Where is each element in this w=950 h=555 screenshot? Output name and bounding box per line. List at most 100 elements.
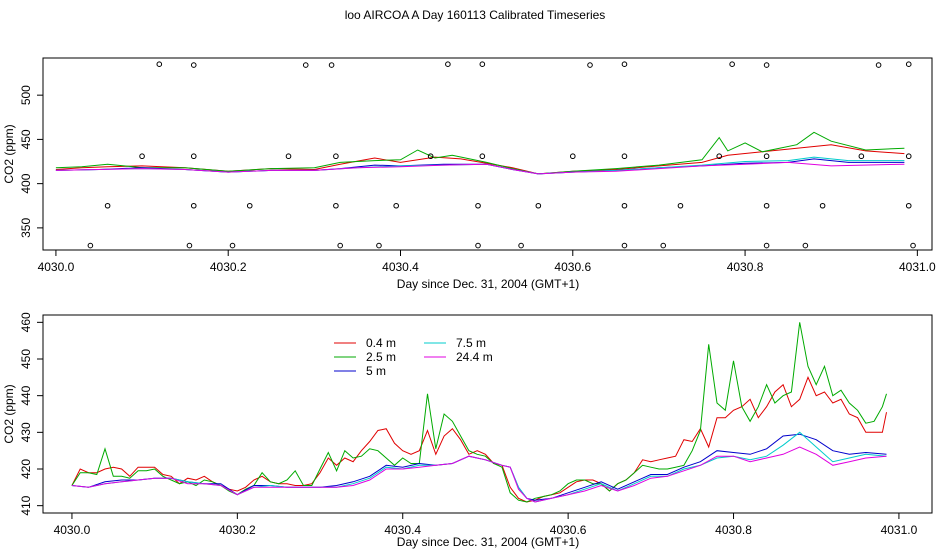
data-marker <box>376 242 382 249</box>
x-tick-label: 4030.6 <box>554 260 591 274</box>
data-marker <box>621 61 628 67</box>
top-chart-panel: 4030.0 4030.2 4030.4 4030.6 4030.8 4031.0 350… <box>2 57 936 291</box>
data-marker <box>569 153 576 160</box>
bottom-x-axis: 4030.0 4030.2 4030.4 4030.6 4030.8 4031.0 <box>54 513 918 537</box>
data-marker <box>819 202 826 209</box>
data-marker <box>621 242 628 249</box>
top-y-axis-label: CO2 (ppm) <box>2 124 16 183</box>
x-tick-label: 4030.8 <box>727 260 764 274</box>
data-marker <box>445 61 451 67</box>
data-marker <box>621 153 628 160</box>
data-marker <box>190 202 197 209</box>
data-marker <box>535 202 542 209</box>
data-marker <box>858 153 865 160</box>
data-marker <box>677 202 684 209</box>
data-marker <box>518 242 524 249</box>
data-marker <box>763 62 770 68</box>
x-tick-label: 4030.2 <box>210 260 247 274</box>
data-marker <box>729 61 735 67</box>
x-tick-label: 4030.4 <box>384 523 421 537</box>
data-marker <box>910 242 916 249</box>
data-marker <box>479 153 486 160</box>
y-tick-label: 450 <box>19 349 33 369</box>
data-marker <box>587 62 593 68</box>
top-x-axis-label: Day since Dec. 31, 2004 (GMT+1) <box>397 277 579 291</box>
top-y-axis: 350 400 450 500 <box>19 85 43 238</box>
data-marker <box>190 62 197 68</box>
top-x-axis: 4030.0 4030.2 4030.4 4030.6 4030.8 4031.0 <box>38 250 936 274</box>
data-marker <box>479 61 486 67</box>
x-tick-label: 4030.0 <box>38 260 75 274</box>
x-tick-label: 4030.4 <box>382 260 419 274</box>
series-line-1 <box>55 131 905 175</box>
data-marker <box>802 242 809 249</box>
data-marker <box>246 202 253 209</box>
data-marker <box>139 153 145 160</box>
series-line-2 <box>71 433 887 501</box>
data-marker <box>333 153 339 160</box>
legend-label: 0.4 m <box>366 336 396 350</box>
y-tick-label: 400 <box>19 173 33 193</box>
data-marker <box>763 242 770 249</box>
bottom-series-group <box>71 322 887 503</box>
x-tick-label: 4030.0 <box>54 523 91 537</box>
data-marker <box>104 202 111 209</box>
data-marker <box>156 61 163 67</box>
data-marker <box>905 61 912 67</box>
data-marker <box>393 202 399 209</box>
data-marker <box>337 242 343 249</box>
top-series-group <box>55 131 905 175</box>
series-line-3 <box>71 431 887 503</box>
y-tick-label: 420 <box>19 459 33 479</box>
data-marker <box>905 202 912 209</box>
y-tick-label: 350 <box>19 218 33 238</box>
y-tick-label: 410 <box>19 495 33 515</box>
bottom-chart-panel: 4030.0 4030.2 4030.4 4030.6 4030.8 4031.0 410… <box>2 312 933 549</box>
data-marker <box>427 153 434 160</box>
series-line-1 <box>71 322 887 503</box>
data-marker <box>763 202 770 209</box>
y-tick-label: 430 <box>19 422 33 442</box>
x-tick-label: 4031.0 <box>899 260 936 274</box>
data-marker <box>475 202 481 209</box>
y-tick-label: 450 <box>19 129 33 149</box>
bottom-y-axis-label: CO2 (ppm) <box>2 384 16 443</box>
x-tick-label: 4030.2 <box>219 523 256 537</box>
data-marker <box>87 242 94 249</box>
data-marker <box>302 62 309 68</box>
bottom-y-axis: 410 420 430 440 450 460 <box>19 312 43 516</box>
series-line-4 <box>55 161 905 175</box>
data-marker <box>475 242 481 249</box>
bottom-plot-frame <box>42 314 933 514</box>
series-line-4 <box>71 446 887 503</box>
data-marker <box>716 153 723 160</box>
x-tick-label: 4031.0 <box>881 523 918 537</box>
x-tick-label: 4030.6 <box>550 523 587 537</box>
top-plot-frame <box>42 57 933 251</box>
legend-label: 7.5 m <box>456 336 486 350</box>
data-marker <box>621 202 628 209</box>
series-line-0 <box>71 375 887 503</box>
legend-label: 24.4 m <box>456 350 493 364</box>
data-marker <box>285 153 292 160</box>
data-marker <box>333 202 339 209</box>
top-marker-group <box>87 61 916 249</box>
y-tick-label: 500 <box>19 85 33 105</box>
bottom-x-axis-label: Day since Dec. 31, 2004 (GMT+1) <box>397 535 579 549</box>
data-marker <box>328 62 335 68</box>
data-marker <box>905 153 912 160</box>
data-marker <box>190 153 197 160</box>
legend-label: 2.5 m <box>366 350 396 364</box>
legend: 0.4 m2.5 m5 m 7.5 m24.4 m <box>334 336 493 378</box>
x-tick-label: 4030.8 <box>715 523 752 537</box>
data-marker <box>875 62 882 68</box>
figure-title: loo AIRCOA A Day 160113 Calibrated Times… <box>345 8 606 22</box>
data-marker <box>186 242 193 249</box>
legend-label: 5 m <box>366 364 386 378</box>
y-tick-label: 440 <box>19 385 33 405</box>
data-marker <box>229 242 236 249</box>
y-tick-label: 460 <box>19 312 33 332</box>
data-marker <box>763 153 770 160</box>
